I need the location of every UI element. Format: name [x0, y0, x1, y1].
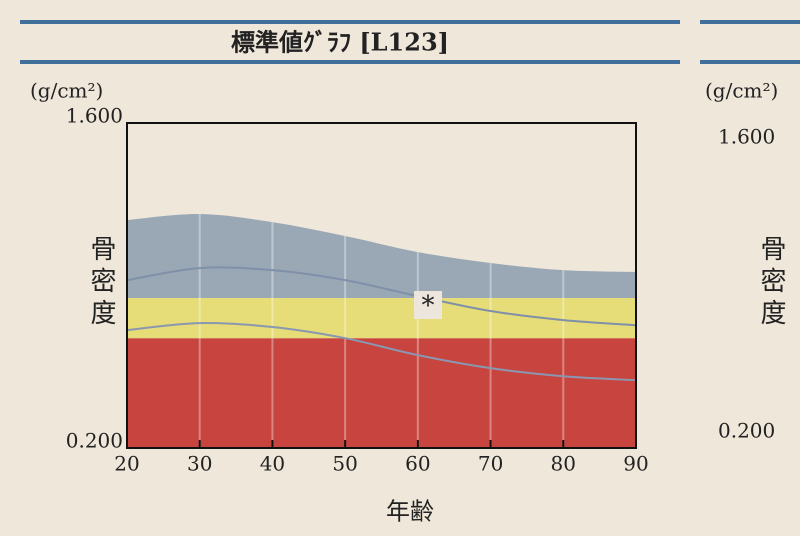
x-tick-label: 20 [114, 452, 139, 476]
right-tick-label: 0.200 [718, 419, 775, 443]
x-tick-label: 90 [623, 452, 648, 476]
marker-label: * [422, 291, 435, 321]
right-unit-label: (g/cm²) [705, 79, 778, 103]
patient-marker [414, 291, 443, 319]
y-tick-label: 0.200 [66, 429, 123, 453]
band [127, 298, 636, 339]
x-tick-label: 50 [332, 452, 357, 476]
x-tick-label: 40 [260, 452, 285, 476]
y-axis-label: 骨密度 [86, 235, 116, 331]
chart-title: 標準値ｸﾞﾗﾌ [L123] [231, 28, 449, 57]
x-tick-label: 80 [551, 452, 576, 476]
unit-label: (g/cm²) [30, 79, 103, 103]
line [126, 322, 637, 382]
band [127, 338, 636, 448]
x-axis-label: 年齢 [386, 498, 434, 526]
right-y-label: 骨密度 [756, 235, 786, 331]
plot-frame [126, 122, 637, 449]
area [127, 213, 636, 299]
x-tick-label: 30 [187, 452, 212, 476]
right-tick-label: 1.600 [718, 125, 775, 149]
x-tick-label: 70 [478, 452, 503, 476]
y-tick-label: 1.600 [66, 104, 123, 128]
x-tick-label: 60 [405, 452, 430, 476]
line [126, 266, 637, 327]
